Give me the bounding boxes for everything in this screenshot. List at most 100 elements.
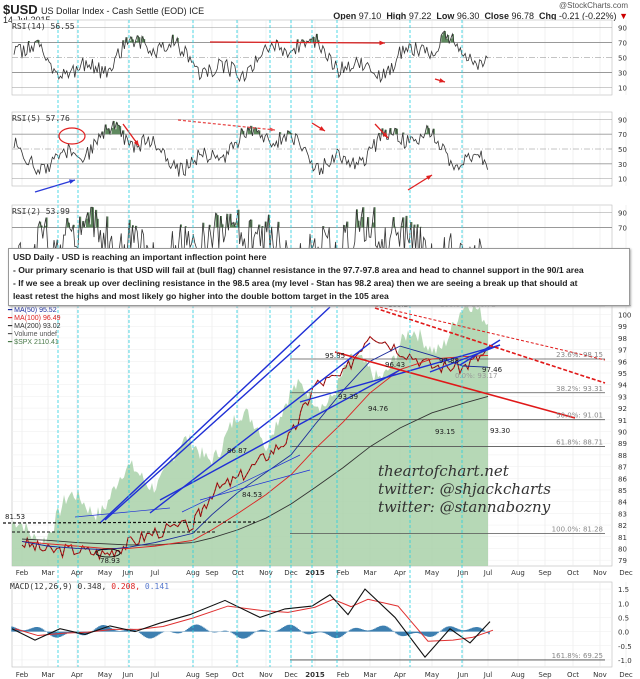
svg-text:92: 92 xyxy=(618,405,627,413)
svg-text:50: 50 xyxy=(618,146,627,154)
svg-text:97: 97 xyxy=(618,347,627,355)
svg-text:Oct: Oct xyxy=(232,569,244,577)
svg-text:-0.5: -0.5 xyxy=(618,643,632,651)
fib-label: 61.8%: 88.71 xyxy=(556,439,603,447)
svg-text:Jun: Jun xyxy=(122,671,134,679)
svg-text:96: 96 xyxy=(618,358,627,366)
svg-text:80: 80 xyxy=(618,545,627,553)
svg-text:79: 79 xyxy=(618,557,627,565)
price-annotation: 96.43 xyxy=(385,361,405,369)
svg-text:95: 95 xyxy=(618,370,627,378)
svg-text:87: 87 xyxy=(618,464,627,472)
svg-text:Nov: Nov xyxy=(593,671,607,679)
svg-text:84: 84 xyxy=(618,499,627,507)
svg-text:Aug: Aug xyxy=(186,569,200,577)
rsi14-panel xyxy=(11,19,627,96)
svg-text:82: 82 xyxy=(618,522,627,530)
price-annotation: 93.39 xyxy=(338,393,358,401)
svg-text:94: 94 xyxy=(618,382,627,390)
svg-text:85: 85 xyxy=(618,487,627,495)
svg-text:Feb: Feb xyxy=(337,671,350,679)
svg-text:Dec: Dec xyxy=(619,671,633,679)
symbol-title: $USD US Dollar Index - Cash Settle (EOD)… xyxy=(3,2,205,17)
source-credit: @StockCharts.com xyxy=(558,1,628,10)
price-annotation: 97.46 xyxy=(482,366,503,374)
note-line-1: - Our primary scenario is that USD will … xyxy=(13,265,584,275)
svg-text:2015: 2015 xyxy=(305,671,325,679)
svg-text:Sep: Sep xyxy=(205,569,219,577)
legend-item: ━ MA(200) 93.02 xyxy=(8,323,61,330)
price-annotation: 95.85 xyxy=(325,352,345,360)
svg-text:89: 89 xyxy=(618,440,627,448)
note-title: USD Daily - USD is reaching an important… xyxy=(13,252,267,262)
svg-text:Mar: Mar xyxy=(41,569,54,577)
watermark-site: theartofchart.net xyxy=(378,462,509,480)
svg-text:Nov: Nov xyxy=(593,569,607,577)
svg-text:Apr: Apr xyxy=(394,569,406,577)
svg-text:Oct: Oct xyxy=(567,569,579,577)
svg-text:Nov: Nov xyxy=(259,569,273,577)
svg-text:30: 30 xyxy=(618,70,627,78)
analysis-note: USD Daily - USD is reaching an important… xyxy=(8,248,630,306)
rsi14-label: RSI(14) 56.55 xyxy=(12,22,75,31)
watermark-twitter-1: twitter: @shjackcharts xyxy=(378,480,551,498)
fib-label: 100.0%: 81.28 xyxy=(552,525,603,533)
svg-text:Jul: Jul xyxy=(483,671,493,679)
svg-text:Apr: Apr xyxy=(394,671,406,679)
svg-text:0.0%: 93.17: 0.0%: 93.17 xyxy=(455,372,497,380)
svg-text:Oct: Oct xyxy=(567,671,579,679)
svg-text:Dec: Dec xyxy=(284,671,298,679)
svg-text:70: 70 xyxy=(618,225,627,233)
svg-text:Dec: Dec xyxy=(619,569,633,577)
price-panel xyxy=(2,296,627,567)
svg-text:Jun: Jun xyxy=(457,569,469,577)
svg-text:1.5: 1.5 xyxy=(618,586,629,594)
watermark-twitter-2: twitter: @stannabozny xyxy=(378,498,551,516)
legend-item: ━ MA(100) 96.49 xyxy=(8,315,61,322)
svg-text:161.8%: 69.25: 161.8%: 69.25 xyxy=(552,652,603,660)
svg-text:May: May xyxy=(98,671,112,679)
svg-text:10: 10 xyxy=(618,85,627,93)
price-annotation: 81.53 xyxy=(5,513,25,521)
svg-text:Sep: Sep xyxy=(538,569,552,577)
price-annotation: 93.30 xyxy=(490,427,510,435)
svg-text:Aug: Aug xyxy=(511,569,525,577)
svg-text:Feb: Feb xyxy=(16,671,29,679)
note-line-2: - If we see a break up over declining re… xyxy=(13,278,578,288)
svg-text:Apr: Apr xyxy=(71,569,83,577)
svg-text:May: May xyxy=(98,569,112,577)
svg-text:Jul: Jul xyxy=(483,569,493,577)
svg-text:100: 100 xyxy=(618,312,631,320)
svg-text:99: 99 xyxy=(618,323,627,331)
svg-text:70: 70 xyxy=(618,40,627,48)
svg-text:70: 70 xyxy=(618,131,627,139)
legend-item: ━ $SPX 2110.41 xyxy=(8,339,59,346)
svg-text:93: 93 xyxy=(618,393,627,401)
svg-text:Nov: Nov xyxy=(259,671,273,679)
svg-text:Jun: Jun xyxy=(122,569,134,577)
svg-text:Sep: Sep xyxy=(538,671,552,679)
svg-text:0.0: 0.0 xyxy=(618,629,629,637)
svg-text:2015: 2015 xyxy=(305,569,325,577)
svg-text:Mar: Mar xyxy=(41,671,54,679)
rsi5-panel xyxy=(11,111,627,187)
svg-text:Feb: Feb xyxy=(16,569,29,577)
price-annotation: 93.15 xyxy=(435,428,455,436)
svg-text:0.5: 0.5 xyxy=(618,614,629,622)
legend-item: ━ Volume undef xyxy=(8,331,57,338)
svg-text:-1.0: -1.0 xyxy=(618,657,632,665)
svg-text:Mar: Mar xyxy=(363,671,376,679)
price-annotation: 97.88 xyxy=(439,357,459,365)
svg-text:May: May xyxy=(425,569,439,577)
svg-text:Apr: Apr xyxy=(71,671,83,679)
rsi5-label: RSI(5) 57.76 xyxy=(12,114,70,123)
ohlc-summary: Open 97.10 High 97.22 Low 96.30 Close 96… xyxy=(333,11,628,21)
svg-text:86: 86 xyxy=(618,475,627,483)
svg-text:Jul: Jul xyxy=(150,569,160,577)
price-annotation: 78.93 xyxy=(100,557,120,565)
legend-item: ━ MA(50) 95.52 xyxy=(8,307,57,314)
svg-text:88: 88 xyxy=(618,452,627,460)
svg-text:90: 90 xyxy=(618,429,627,437)
svg-text:Aug: Aug xyxy=(511,671,525,679)
